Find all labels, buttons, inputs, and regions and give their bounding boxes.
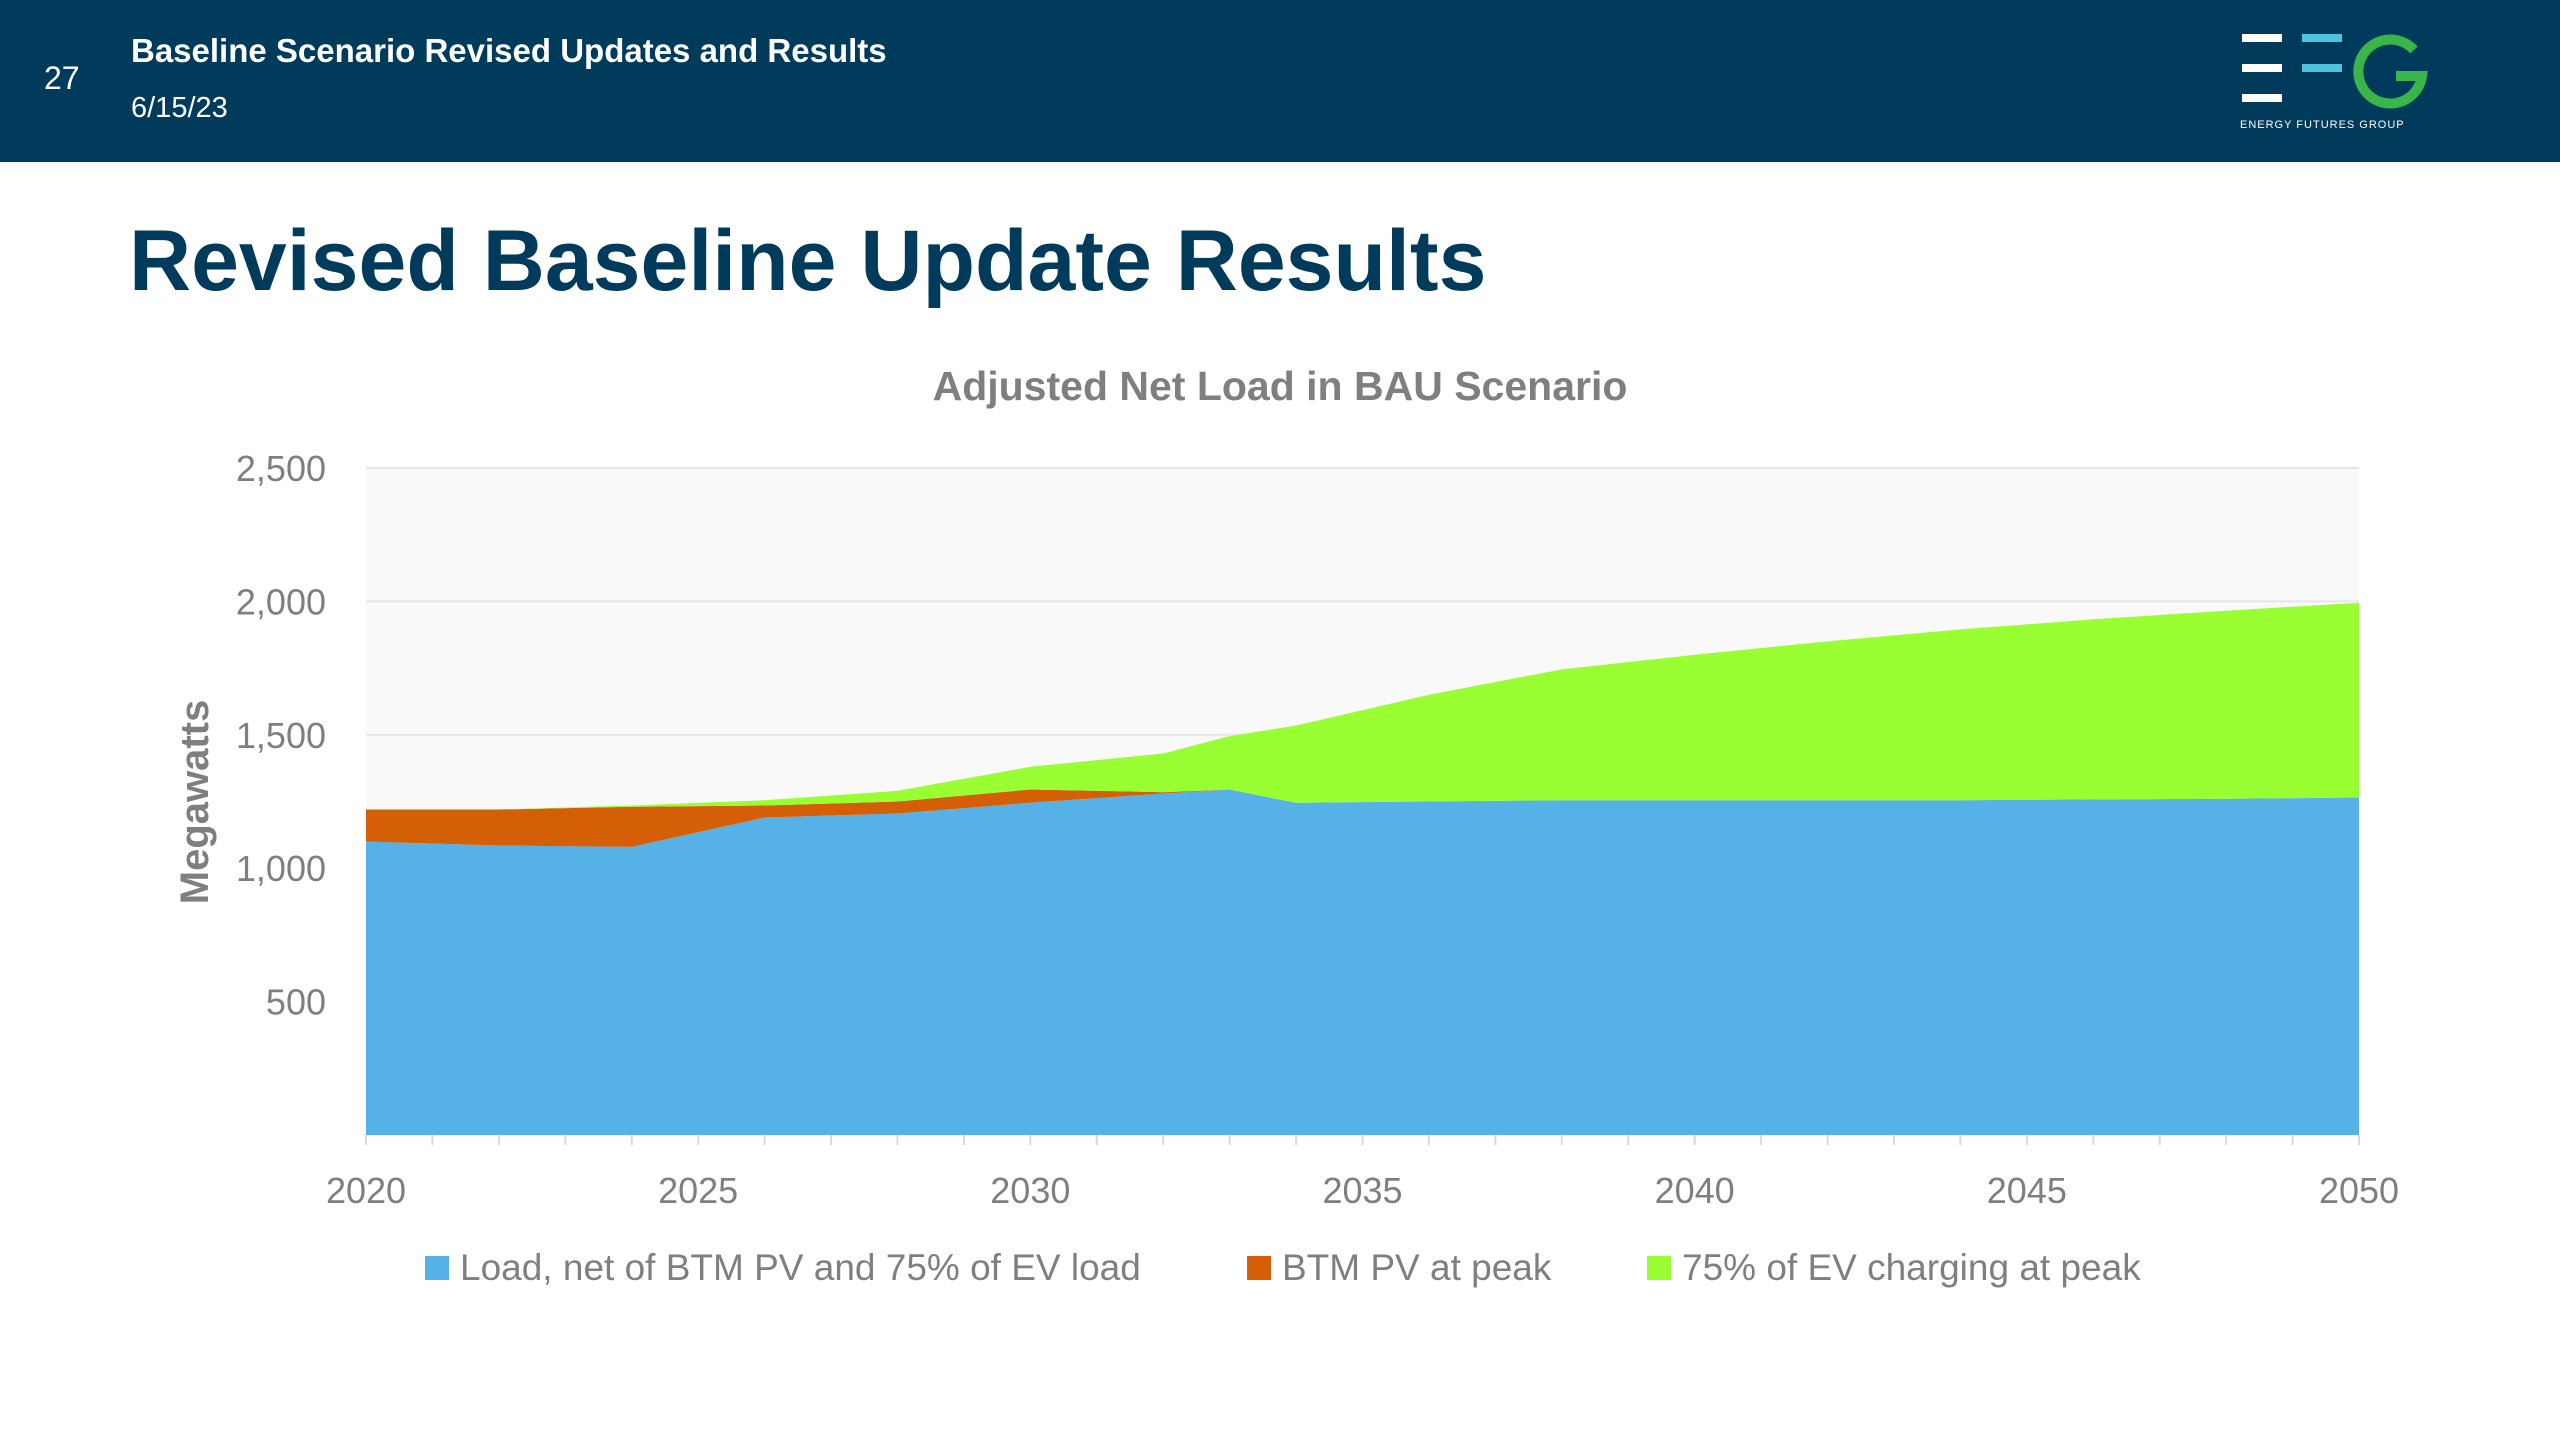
legend-item: BTM PV at peak xyxy=(1247,1247,1552,1288)
x-tick-labels: 2020 2025 2030 2035 2040 2045 2050 xyxy=(326,1170,2399,1211)
y-axis-label: Megawatts xyxy=(173,700,217,905)
y-tick-label: 2,000 xyxy=(236,581,326,622)
y-tick-label: 500 xyxy=(266,982,326,1023)
area-series-3 xyxy=(366,602,2359,810)
chart-title: Adjusted Net Load in BAU Scenario xyxy=(933,363,1628,409)
area-series-2 xyxy=(366,789,2359,847)
header-date: 6/15/23 xyxy=(131,92,228,124)
page-title: Revised Baseline Update Results xyxy=(129,213,1487,309)
legend-swatch xyxy=(1647,1256,1671,1280)
x-minor-ticks xyxy=(365,1135,2360,1145)
legend-label: BTM PV at peak xyxy=(1282,1247,1552,1288)
area-series-1 xyxy=(366,789,2359,1135)
y-tick-label: 1,500 xyxy=(236,715,326,756)
chart-legend: Load, net of BTM PV and 75% of EV load BT… xyxy=(425,1247,2141,1288)
x-tick-label: 2045 xyxy=(1987,1170,2067,1211)
logo-e-bars xyxy=(2242,34,2282,102)
x-tick-label: 2025 xyxy=(658,1170,738,1211)
legend-swatch xyxy=(1247,1256,1271,1280)
x-tick-label: 2050 xyxy=(2319,1170,2399,1211)
logo-caption: ENERGY FUTURES GROUP xyxy=(2240,119,2405,131)
y-tick-label: 2,500 xyxy=(236,448,326,489)
logo-g-mark xyxy=(2353,34,2428,109)
chart-areas xyxy=(366,602,2359,1135)
chart-container: 500 1,000 1,500 2,000 2,500 2020 2025 2030 2035… xyxy=(0,340,2560,1340)
slide-number: 27 xyxy=(44,60,80,96)
y-tick-labels: 500 1,000 1,500 2,000 2,500 xyxy=(236,448,326,1023)
efg-logo: ENERGY FUTURES GROUP xyxy=(2240,34,2428,131)
legend-label: 75% of EV charging at peak xyxy=(1682,1247,2141,1288)
x-tick-label: 2030 xyxy=(990,1170,1070,1211)
slide-header: 27 Baseline Scenario Revised Updates and… xyxy=(0,0,2560,162)
legend-item: 75% of EV charging at peak xyxy=(1647,1247,2141,1288)
legend-item: Load, net of BTM PV and 75% of EV load xyxy=(425,1247,1141,1288)
x-tick-label: 2020 xyxy=(326,1170,406,1211)
x-tick-label: 2035 xyxy=(1322,1170,1402,1211)
logo-f-bars xyxy=(2302,34,2342,72)
legend-label: Load, net of BTM PV and 75% of EV load xyxy=(460,1247,1141,1288)
legend-swatch xyxy=(425,1256,449,1280)
area-chart: 500 1,000 1,500 2,000 2,500 2020 2025 2030 2035… xyxy=(173,363,2399,1288)
header-title: Baseline Scenario Revised Updates and Re… xyxy=(131,32,887,69)
x-tick-label: 2040 xyxy=(1655,1170,1735,1211)
y-tick-label: 1,000 xyxy=(236,848,326,889)
